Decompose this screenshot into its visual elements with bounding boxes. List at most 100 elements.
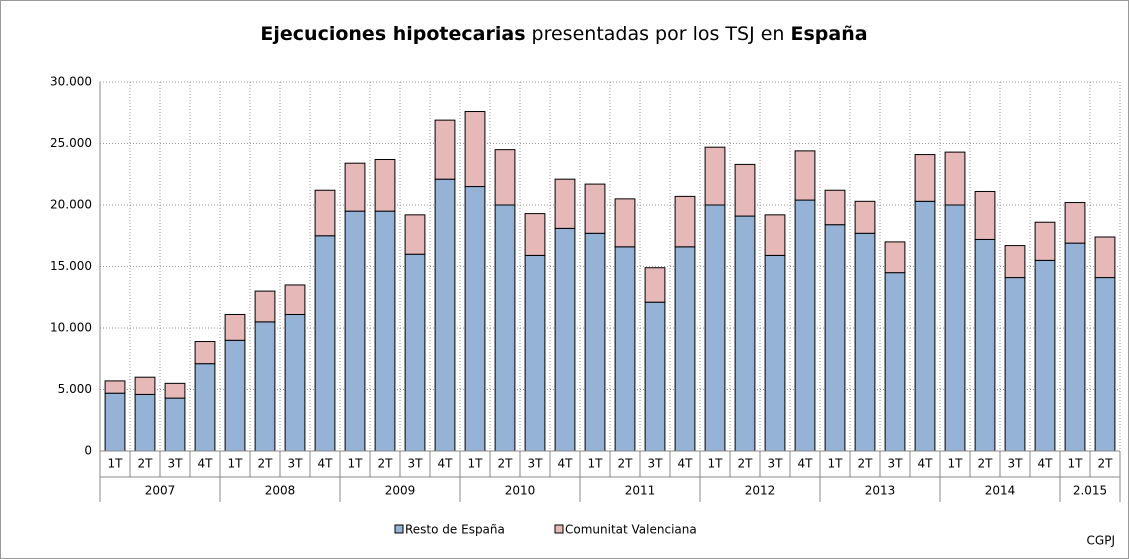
source: CGPJ xyxy=(1087,534,1115,548)
bar-segment xyxy=(285,314,305,451)
bar-segment xyxy=(1035,260,1055,451)
x-tick-label: 3T xyxy=(768,457,784,471)
x-tick-label: 3T xyxy=(888,457,904,471)
group-label: 2014 xyxy=(985,484,1016,498)
bar-segment xyxy=(645,268,665,302)
bar-segment xyxy=(735,164,755,216)
y-tick-label: 5.000 xyxy=(58,382,92,396)
bar-segment xyxy=(1035,222,1055,260)
legend-label: Resto de España xyxy=(405,523,505,537)
bar-segment xyxy=(1005,246,1025,278)
x-tick-label: 2T xyxy=(978,457,994,471)
x-tick-label: 4T xyxy=(678,457,694,471)
x-tick-label: 4T xyxy=(318,457,334,471)
bar-segment xyxy=(705,205,725,451)
x-tick-label: 2T xyxy=(258,457,274,471)
group-label: 2010 xyxy=(505,484,536,498)
bar-segment xyxy=(255,322,275,451)
bar-segment xyxy=(525,214,545,256)
bar-segment xyxy=(315,236,335,451)
bar-segment xyxy=(525,255,545,451)
title-part: Ejecuciones hipotecarias xyxy=(260,23,525,45)
bar-segment xyxy=(375,159,395,211)
bar-segment xyxy=(255,291,275,322)
bar-segment xyxy=(225,340,245,451)
chart: Ejecuciones hipotecarias presentadas por… xyxy=(0,0,1129,559)
bar-segment xyxy=(1065,243,1085,451)
x-tick-label: 1T xyxy=(348,457,364,471)
bar-segment xyxy=(225,314,245,340)
bar-segment xyxy=(435,120,455,179)
bar-segment xyxy=(945,152,965,205)
bar-segment xyxy=(405,254,425,451)
bar-segment xyxy=(1065,203,1085,244)
bar-segment xyxy=(1095,278,1115,451)
bar-segment xyxy=(105,393,125,451)
bar-segment xyxy=(495,205,515,451)
chart-title: Ejecuciones hipotecarias presentadas por… xyxy=(260,23,867,45)
bar-segment xyxy=(195,364,215,451)
bar-segment xyxy=(795,200,815,451)
bar-segment xyxy=(615,199,635,247)
bar-segment xyxy=(285,285,305,315)
bar-segment xyxy=(645,302,665,451)
bar-segment xyxy=(495,150,515,205)
bar-segment xyxy=(975,239,995,451)
bar-segment xyxy=(675,247,695,451)
group-label: 2012 xyxy=(745,484,776,498)
page: Ejecuciones hipotecarias presentadas por… xyxy=(0,0,1129,559)
bar-segment xyxy=(765,255,785,451)
legend-swatch xyxy=(555,525,563,533)
y-tick-label: 20.000 xyxy=(50,198,92,212)
x-tick-label: 1T xyxy=(828,457,844,471)
bar-segment xyxy=(195,342,215,364)
group-label: 2009 xyxy=(385,484,416,498)
bar-segment xyxy=(885,273,905,451)
y-tick-label: 15.000 xyxy=(50,259,92,273)
legend-label: Comunitat Valenciana xyxy=(565,523,697,537)
group-label: 2007 xyxy=(145,484,176,498)
bar-segment xyxy=(435,179,455,451)
y-tick-label: 10.000 xyxy=(50,321,92,335)
bar-segment xyxy=(945,205,965,451)
group-label: 2008 xyxy=(265,484,296,498)
bar-segment xyxy=(135,377,155,394)
x-tick-label: 3T xyxy=(528,457,544,471)
bar-segment xyxy=(165,398,185,451)
bar-segment xyxy=(765,215,785,256)
x-tick-label: 1T xyxy=(1068,457,1084,471)
bar-segment xyxy=(585,184,605,233)
x-tick-label: 1T xyxy=(468,457,484,471)
bar-segment xyxy=(135,394,155,451)
bar-segment xyxy=(825,225,845,451)
bar-segment xyxy=(405,215,425,254)
y-tick-label: 0 xyxy=(84,444,92,458)
x-tick-label: 4T xyxy=(1038,457,1054,471)
x-tick-label: 3T xyxy=(408,457,424,471)
bar-segment xyxy=(855,201,875,233)
bar-segment xyxy=(675,196,695,246)
x-tick-label: 3T xyxy=(1008,457,1024,471)
bar-segment xyxy=(915,155,935,202)
x-tick-label: 1T xyxy=(108,457,124,471)
bar-segment xyxy=(165,383,185,398)
x-tick-label: 2T xyxy=(378,457,394,471)
x-tick-label: 1T xyxy=(228,457,244,471)
x-tick-label: 3T xyxy=(288,457,304,471)
bar-segment xyxy=(105,381,125,393)
bar-segment xyxy=(465,112,485,187)
bar-segment xyxy=(465,187,485,451)
x-tick-label: 4T xyxy=(438,457,454,471)
y-tick-label: 30.000 xyxy=(50,75,92,89)
bar-segment xyxy=(585,233,605,451)
bar-segment xyxy=(345,163,365,211)
bar-segment xyxy=(795,151,815,200)
bar-segment xyxy=(345,211,365,451)
x-tick-label: 4T xyxy=(198,457,214,471)
x-tick-label: 1T xyxy=(708,457,724,471)
x-tick-label: 4T xyxy=(798,457,814,471)
x-tick-label: 3T xyxy=(168,457,184,471)
x-tick-label: 1T xyxy=(588,457,604,471)
bar-segment xyxy=(705,147,725,205)
x-tick-label: 1T xyxy=(948,457,964,471)
